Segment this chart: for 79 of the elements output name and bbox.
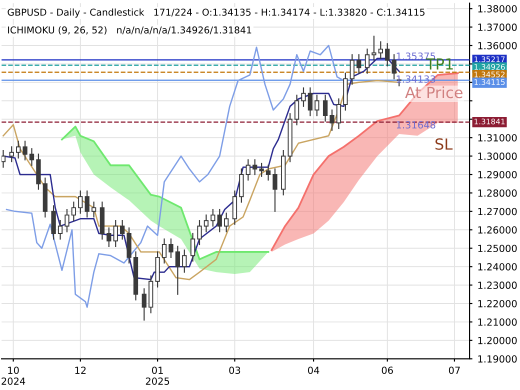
y-tick-label: 1.36000 [478,42,517,50]
candlestick [9,146,14,162]
annotation: 1.35375 [396,52,436,60]
y-tick-label: 1.22000 [478,300,517,308]
annotation: SL [435,138,453,150]
candlestick [51,205,56,240]
text: ICHIMOKU (9, 26, 52) n/a/n/a/n/a/1.34926/1.31841 [8,26,252,35]
candlestick [126,227,132,264]
candlestick [252,159,258,176]
candlestick [113,220,118,247]
y-tick-label: 1.38000 [478,5,517,12]
candlestick [155,251,160,288]
annotation: At Price [405,86,462,98]
candlestick [142,288,146,321]
candlestick [204,214,209,232]
candlestick [314,94,320,116]
candlestick [385,43,390,66]
candlestick [71,202,76,222]
candlestick [58,220,63,240]
y-tick-label: 1.27000 [478,208,517,216]
candlestick [336,98,342,129]
candlestick [378,41,383,59]
candlestick [364,48,370,74]
candlestick [259,162,264,177]
candlestick [106,227,112,247]
candlestick [239,168,244,203]
candlestick [210,208,216,227]
y-tick-label: 1.21000 [478,318,517,326]
candlestick [91,202,96,218]
candlestick [308,87,313,116]
candlestick [246,159,250,181]
y-tick-label: 1.29000 [478,170,517,178]
candlestick [372,36,376,61]
y-tick-label: 1.24000 [478,263,517,270]
candlestick [272,168,278,212]
candlestick [322,94,328,122]
text: GBPUSD - Daily - Candlestick 171/224 - O:1.34135 - H:1.34174 - L:1.33820 - C:1.34115 [8,8,425,18]
candlestick [197,220,202,246]
x-tick-label: 03 [229,366,240,374]
candlestick [16,140,21,158]
x-tick-label: 12 [75,366,86,374]
annotation: 1.31648 [396,121,436,129]
candlestick [224,212,229,232]
candlestick [64,208,70,232]
candlestick [168,238,174,258]
candlestick [217,208,222,232]
candlestick [350,54,354,85]
candlestick [392,54,396,80]
y-tick-label: 1.28000 [478,189,517,197]
candlestick [84,190,90,218]
y-tick-label: 1.19000 [478,355,517,363]
candlestick [294,94,300,126]
y-tick-label: 1.37000 [478,24,517,31]
candlestick [78,190,83,214]
candlestick [232,190,238,225]
x-tick-label: 07 [448,366,460,374]
y-tick-label: 1.23000 [478,282,517,289]
candlestick [2,150,6,168]
candlestick [22,140,28,160]
x-tick-label: 04 [308,366,320,374]
y-tick-label: 1.20000 [478,336,517,344]
candlestick [36,154,41,190]
candlestick [190,232,196,262]
candlestick [266,164,271,181]
candlestick [120,220,125,240]
candlestick [301,87,306,107]
candlestick [162,238,167,264]
candlestick [330,109,334,131]
candlestick [29,148,34,166]
candlestick [175,246,180,295]
x-tick-label: 10 2024 [2,366,26,385]
x-tick-label: 06 [382,366,393,374]
x-tick-label: 01 2025 [146,366,170,385]
candlestick [182,250,187,273]
y-tick-label: 1.25000 [478,244,517,252]
y-tick-label: 1.31000 [478,134,517,142]
y-tick-label: 1.26000 [478,226,517,234]
candlestick [356,54,362,74]
y-tick-label: 1.30000 [478,152,517,160]
